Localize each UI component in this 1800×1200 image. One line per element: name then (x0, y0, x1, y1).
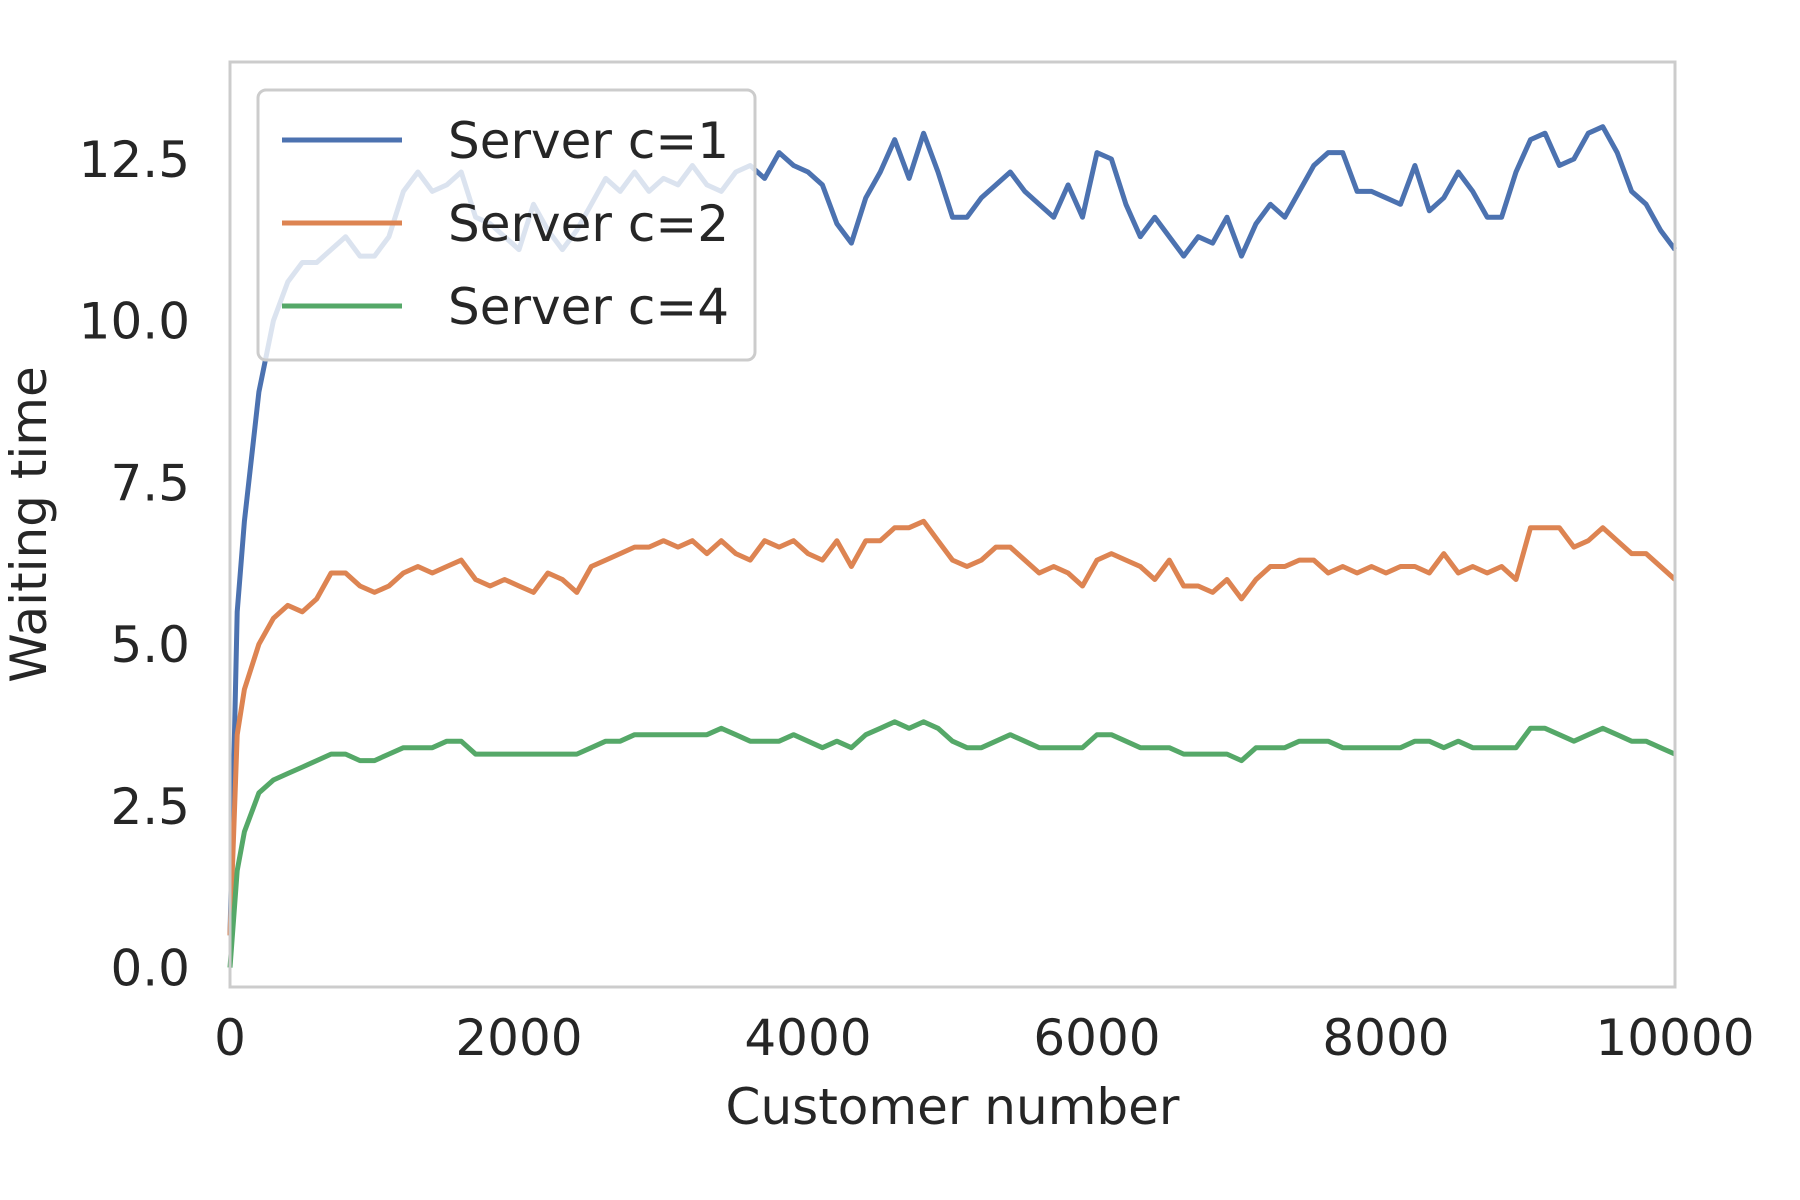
x-axis-label: Customer number (726, 1078, 1180, 1136)
y-tick-labels: 0.0 2.5 5.0 7.5 10.0 12.5 (79, 131, 190, 998)
y-tick-label: 10.0 (79, 293, 190, 351)
y-tick-label: 7.5 (110, 454, 190, 512)
legend-label: Server c=1 (448, 112, 729, 170)
series-line-3 (227, 719, 1677, 968)
y-axis-label: Waiting time (0, 366, 58, 683)
x-tick-label: 6000 (1033, 1009, 1160, 1067)
y-tick-label: 0.0 (110, 940, 190, 998)
y-tick-label: 12.5 (79, 131, 190, 189)
legend: Server c=1 Server c=2 Server c=4 (256, 88, 757, 362)
x-tick-label: 4000 (744, 1009, 871, 1067)
legend-label: Server c=2 (448, 195, 729, 253)
legend-label: Server c=4 (448, 278, 729, 336)
y-tick-label: 5.0 (110, 616, 190, 674)
legend-box (256, 88, 757, 362)
plot-frame (228, 60, 1677, 989)
x-tick-labels: 0 2000 4000 6000 8000 10000 (214, 1009, 1754, 1067)
x-tick-label: 10000 (1595, 1009, 1754, 1067)
x-tick-label: 8000 (1322, 1009, 1449, 1067)
x-tick-label: 0 (214, 1009, 246, 1067)
series-line-2 (227, 518, 1677, 936)
x-tick-label: 2000 (455, 1009, 582, 1067)
y-tick-label: 2.5 (110, 778, 190, 836)
